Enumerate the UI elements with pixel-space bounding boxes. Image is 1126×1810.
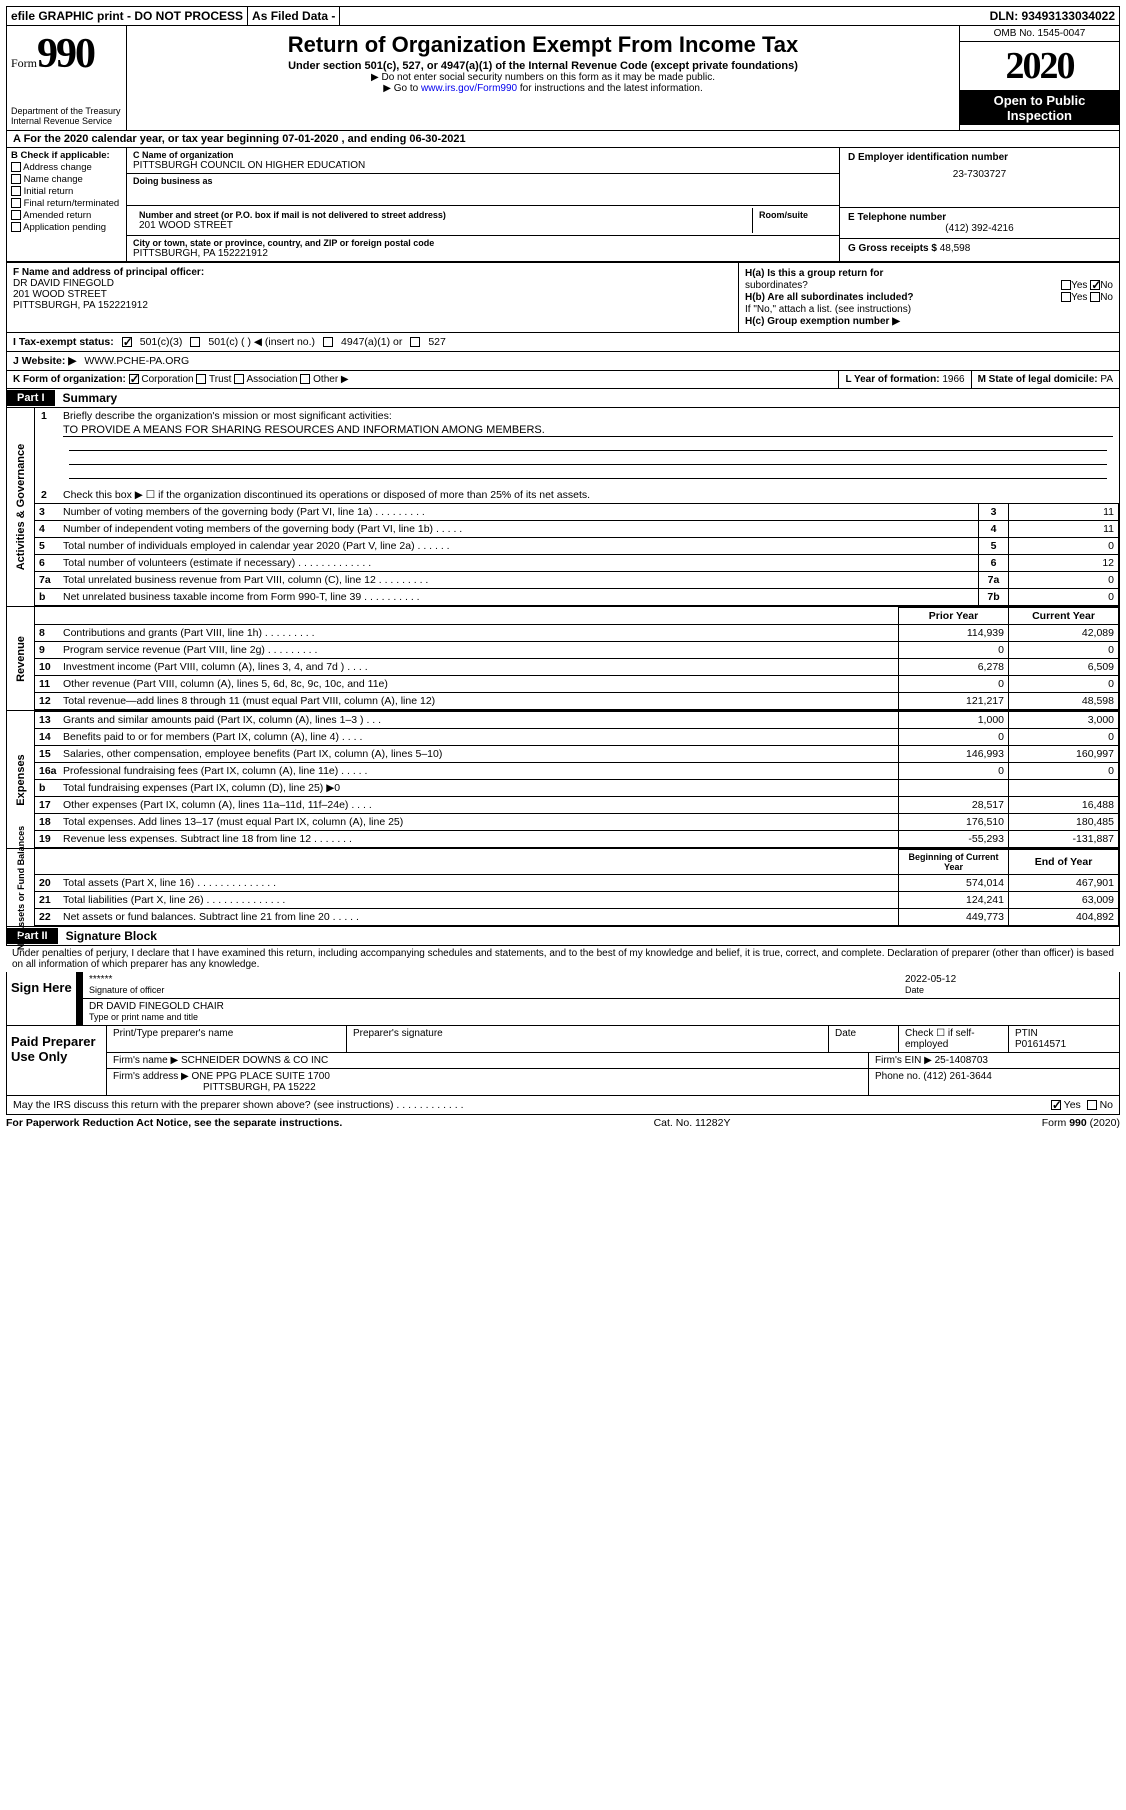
cb-address: Address change <box>11 162 122 173</box>
col-DEG: D Employer identification number23-73037… <box>839 148 1119 261</box>
expenses: Expenses 13Grants and similar amounts pa… <box>6 711 1120 849</box>
omb: OMB No. 1545-0047 <box>960 26 1119 42</box>
form-title: Return of Organization Exempt From Incom… <box>131 32 955 58</box>
col-H: H(a) Is this a group return for subordin… <box>739 263 1119 332</box>
irs-link[interactable]: www.irs.gov/Form990 <box>421 83 517 94</box>
cb-amended: Amended return <box>11 210 122 221</box>
exp-table: 13Grants and similar amounts paid (Part … <box>35 711 1119 848</box>
rev-table: Prior YearCurrent Year 8Contributions an… <box>35 607 1119 710</box>
subtitle: Under section 501(c), 527, or 4947(a)(1)… <box>131 60 955 72</box>
tax-year: 2020 <box>960 42 1119 91</box>
revenue: Revenue Prior YearCurrent Year 8Contribu… <box>6 607 1120 711</box>
governance: Activities & Governance 1Briefly describ… <box>6 408 1120 607</box>
dept: Department of the Treasury Internal Reve… <box>11 106 122 126</box>
paid-preparer: Paid Preparer Use Only Print/Type prepar… <box>6 1026 1120 1096</box>
section-FH: F Name and address of principal officer:… <box>6 262 1120 333</box>
col-F: F Name and address of principal officer:… <box>7 263 739 332</box>
cb-final: Final return/terminated <box>11 198 122 209</box>
efile-notice: efile GRAPHIC print - DO NOT PROCESS <box>7 7 248 25</box>
row-I: I Tax-exempt status: 501(c)(3) 501(c) ( … <box>6 333 1120 352</box>
form-id: Form990 <box>11 30 122 78</box>
gross: 48,598 <box>940 243 971 254</box>
open-to-public: Open to Public Inspection <box>960 91 1119 125</box>
row-J: J Website: ▶WWW.PCHE-PA.ORG <box>6 352 1120 371</box>
note1: ▶ Do not enter social security numbers o… <box>131 72 955 83</box>
row-A: A For the 2020 calendar year, or tax yea… <box>6 131 1120 148</box>
col-B: B Check if applicable: Address change Na… <box>7 148 127 261</box>
footer: For Paperwork Reduction Act Notice, see … <box>6 1115 1120 1131</box>
website: WWW.PCHE-PA.ORG <box>84 355 189 367</box>
form-header: Form990 Department of the Treasury Inter… <box>6 26 1120 131</box>
row-KLM: K Form of organization: Corporation Trus… <box>6 371 1120 389</box>
part-I-header: Part ISummary <box>6 389 1120 408</box>
net-assets: Net Assets or Fund Balances Beginning of… <box>6 849 1120 927</box>
perjury: Under penalties of perjury, I declare th… <box>6 946 1120 972</box>
section-BCD: B Check if applicable: Address change Na… <box>6 148 1120 262</box>
street: 201 WOOD STREET <box>139 220 746 231</box>
sign-here: Sign Here ******Signature of officer2022… <box>6 972 1120 1026</box>
phone: (412) 392-4216 <box>848 223 1111 234</box>
discuss-row: May the IRS discuss this return with the… <box>6 1096 1120 1115</box>
cb-pending: Application pending <box>11 222 122 233</box>
city: PITTSBURGH, PA 152221912 <box>133 248 833 259</box>
note2: ▶ Go to www.irs.gov/Form990 for instruct… <box>131 83 955 94</box>
part-II-header: Part IISignature Block <box>6 927 1120 946</box>
as-filed: As Filed Data - <box>248 7 340 25</box>
org-name: PITTSBURGH COUNCIL ON HIGHER EDUCATION <box>133 160 833 171</box>
col-C: C Name of organizationPITTSBURGH COUNCIL… <box>127 148 839 261</box>
cb-initial: Initial return <box>11 186 122 197</box>
dln: DLN: 93493133034022 <box>986 7 1119 25</box>
gov-table: 3Number of voting members of the governi… <box>35 503 1119 606</box>
cb-name: Name change <box>11 174 122 185</box>
net-table: Beginning of Current YearEnd of Year 20T… <box>35 849 1119 926</box>
top-bar: efile GRAPHIC print - DO NOT PROCESS As … <box>6 6 1120 26</box>
ein: 23-7303727 <box>848 169 1111 180</box>
